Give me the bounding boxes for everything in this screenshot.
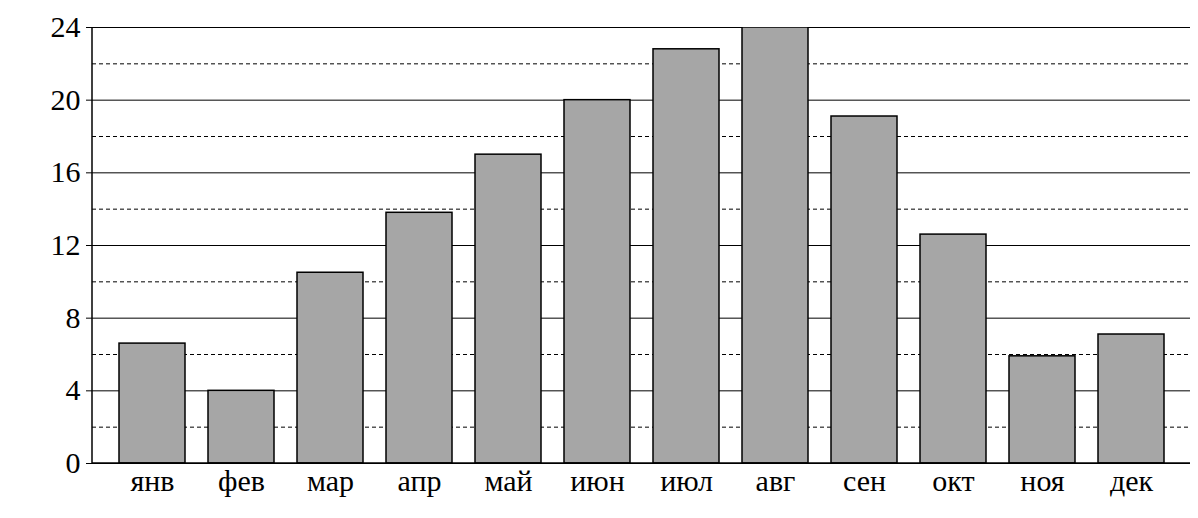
svg-text:апр: апр: [398, 464, 442, 497]
svg-text:май: май: [484, 464, 532, 497]
svg-text:8: 8: [66, 301, 81, 334]
svg-text:дек: дек: [1110, 464, 1154, 497]
svg-text:фев: фев: [218, 464, 265, 497]
svg-text:сен: сен: [843, 464, 886, 497]
svg-text:12: 12: [51, 228, 81, 261]
svg-text:16: 16: [51, 155, 81, 188]
svg-text:20: 20: [51, 83, 81, 116]
svg-text:июн: июн: [570, 464, 625, 497]
svg-text:0: 0: [66, 446, 81, 479]
svg-text:мар: мар: [307, 464, 354, 497]
svg-text:4: 4: [66, 373, 81, 406]
svg-text:окт: окт: [932, 464, 974, 497]
svg-text:янв: янв: [130, 464, 174, 497]
svg-text:24: 24: [51, 10, 81, 43]
svg-text:июл: июл: [660, 464, 713, 497]
svg-text:авг: авг: [756, 464, 796, 497]
svg-text:ноя: ноя: [1020, 464, 1064, 497]
